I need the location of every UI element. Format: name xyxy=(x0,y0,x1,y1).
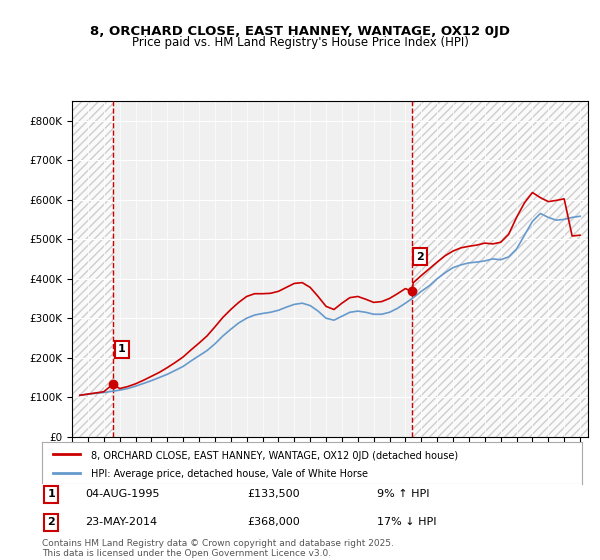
Text: HPI: Average price, detached house, Vale of White Horse: HPI: Average price, detached house, Vale… xyxy=(91,469,368,479)
Text: 2: 2 xyxy=(416,251,424,262)
Bar xyxy=(72,101,113,437)
Text: £368,000: £368,000 xyxy=(247,517,300,527)
Text: 17% ↓ HPI: 17% ↓ HPI xyxy=(377,517,436,527)
Text: 23-MAY-2014: 23-MAY-2014 xyxy=(85,517,157,527)
Text: 1: 1 xyxy=(47,489,55,500)
Text: 2: 2 xyxy=(47,517,55,527)
Text: 9% ↑ HPI: 9% ↑ HPI xyxy=(377,489,430,500)
Bar xyxy=(412,101,588,437)
Text: 8, ORCHARD CLOSE, EAST HANNEY, WANTAGE, OX12 0JD (detached house): 8, ORCHARD CLOSE, EAST HANNEY, WANTAGE, … xyxy=(91,451,458,461)
Text: 8, ORCHARD CLOSE, EAST HANNEY, WANTAGE, OX12 0JD: 8, ORCHARD CLOSE, EAST HANNEY, WANTAGE, … xyxy=(90,25,510,38)
Text: 04-AUG-1995: 04-AUG-1995 xyxy=(85,489,160,500)
Text: Price paid vs. HM Land Registry's House Price Index (HPI): Price paid vs. HM Land Registry's House … xyxy=(131,36,469,49)
Text: Contains HM Land Registry data © Crown copyright and database right 2025.
This d: Contains HM Land Registry data © Crown c… xyxy=(42,539,394,558)
Text: 1: 1 xyxy=(118,344,125,354)
Text: £133,500: £133,500 xyxy=(247,489,300,500)
